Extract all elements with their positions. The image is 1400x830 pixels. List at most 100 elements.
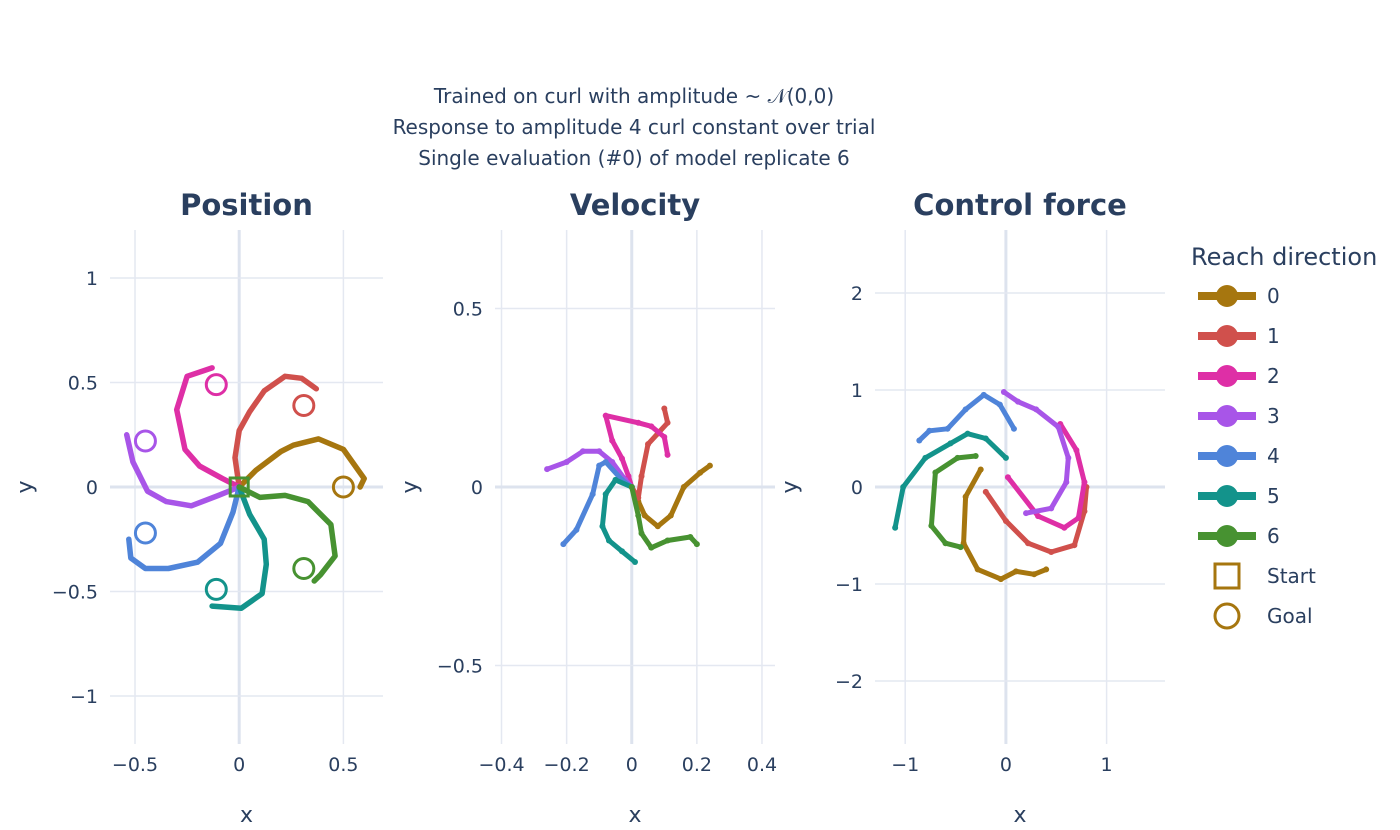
data-point (947, 440, 954, 447)
goal-marker (292, 394, 316, 418)
data-point (1023, 510, 1030, 517)
data-point (602, 491, 609, 498)
series-1 (982, 484, 1090, 555)
data-point (972, 452, 979, 459)
series-4 (560, 459, 635, 548)
data-point (977, 466, 984, 473)
y-tick-label: −2 (835, 671, 863, 693)
series-line (961, 467, 1049, 582)
data-point (1031, 571, 1038, 578)
position-panel: Position −0.5 0 0.5 −1 −0.5 0 0.5 1 x y (13, 188, 383, 828)
y-tick-label: 0.5 (453, 299, 483, 321)
legend-item-6[interactable]: 6 (1198, 524, 1280, 548)
series-line (983, 484, 1089, 555)
data-point (1075, 515, 1082, 522)
data-point (609, 459, 616, 466)
data-point (1002, 454, 1009, 461)
data-point (638, 473, 645, 480)
series-line (928, 453, 979, 550)
control-force-panel: Control force −1 0 1 −2 −1 0 1 2 x y (778, 188, 1165, 828)
series-4 (126, 484, 242, 572)
data-point (680, 484, 687, 490)
legend-item-2[interactable]: 2 (1198, 364, 1280, 388)
data-point (1002, 517, 1009, 524)
start-square-icon (1213, 562, 1241, 590)
data-point (900, 484, 907, 490)
legend-item-goal[interactable]: Goal (1213, 602, 1313, 630)
series-2 (173, 365, 242, 490)
x-tick-label: 0.4 (747, 754, 777, 776)
data-point (573, 526, 580, 533)
series-line (173, 365, 242, 490)
x-tick-label: 0.5 (328, 754, 358, 776)
data-point (942, 540, 949, 547)
goal-marker (133, 521, 157, 545)
data-point (697, 469, 704, 476)
x-tick-label: −0.2 (544, 754, 590, 776)
y-axis-title: y (398, 480, 423, 493)
series-6 (236, 484, 338, 584)
data-point (996, 401, 1003, 408)
y-tick-label: −0.5 (52, 581, 98, 603)
data-point (1025, 540, 1032, 547)
series-line (1001, 389, 1071, 516)
data-point (1010, 425, 1017, 432)
legend-dot-swatch (1216, 525, 1238, 547)
data-point (605, 537, 612, 544)
figure-title-line-1: Trained on curl with amplitude ~ 𝒩(0,0) (433, 84, 834, 108)
series-line (126, 484, 242, 572)
y-tick-label: 2 (851, 283, 863, 305)
data-point (1081, 508, 1088, 515)
data-point (667, 512, 674, 519)
data-point (1048, 548, 1055, 555)
legend-item-1[interactable]: 1 (1198, 324, 1280, 348)
legend-item-5[interactable]: 5 (1198, 484, 1280, 508)
data-point (579, 448, 586, 455)
plot-area (892, 388, 1090, 583)
data-point (560, 541, 567, 548)
data-point (664, 419, 671, 426)
data-point (654, 523, 661, 530)
legend-label: 5 (1267, 484, 1280, 508)
legend-dot-swatch (1216, 325, 1238, 347)
legend-item-start[interactable]: Start (1213, 562, 1316, 590)
series-line (603, 413, 671, 490)
data-point (661, 434, 668, 441)
data-point (638, 530, 645, 537)
data-point (1071, 542, 1078, 549)
data-point (926, 427, 933, 434)
gridlines (110, 230, 383, 744)
data-point (916, 437, 923, 444)
data-point (964, 430, 971, 437)
data-point (609, 437, 616, 444)
series-0 (628, 462, 713, 530)
series-3 (1000, 388, 1072, 517)
series-2 (602, 412, 671, 490)
data-point (602, 459, 609, 466)
data-point (648, 544, 655, 551)
plot-area (544, 405, 713, 565)
data-point (1004, 474, 1011, 481)
data-point (693, 541, 700, 548)
series-line (209, 484, 270, 611)
x-tick-label: 1 (1101, 754, 1113, 776)
data-point (1073, 447, 1080, 454)
legend-item-3[interactable]: 3 (1198, 404, 1280, 428)
data-point (618, 455, 625, 462)
series-line (629, 484, 700, 551)
x-axis-title: x (1013, 803, 1026, 828)
series-line (236, 436, 367, 490)
y-tick-label: 0 (851, 477, 863, 499)
velocity-panel: Velocity −0.4 −0.2 0 0.2 0.4 −0.5 0 0.5 x y (398, 188, 777, 828)
legend-dot-swatch (1216, 405, 1238, 427)
y-tick-label: 0.5 (68, 373, 98, 395)
x-tick-label: −0.5 (112, 754, 158, 776)
legend-title: Reach direction (1191, 243, 1377, 271)
legend-item-0[interactable]: 0 (1198, 284, 1280, 308)
y-tick-label: 0 (471, 477, 483, 499)
x-tick-label: −1 (891, 754, 919, 776)
data-point (632, 558, 638, 565)
legend-item-4[interactable]: 4 (1198, 444, 1280, 468)
legend[interactable]: Reach direction 0 1 2 3 4 5 6 Start Goal (1191, 243, 1377, 630)
data-point (596, 448, 603, 455)
